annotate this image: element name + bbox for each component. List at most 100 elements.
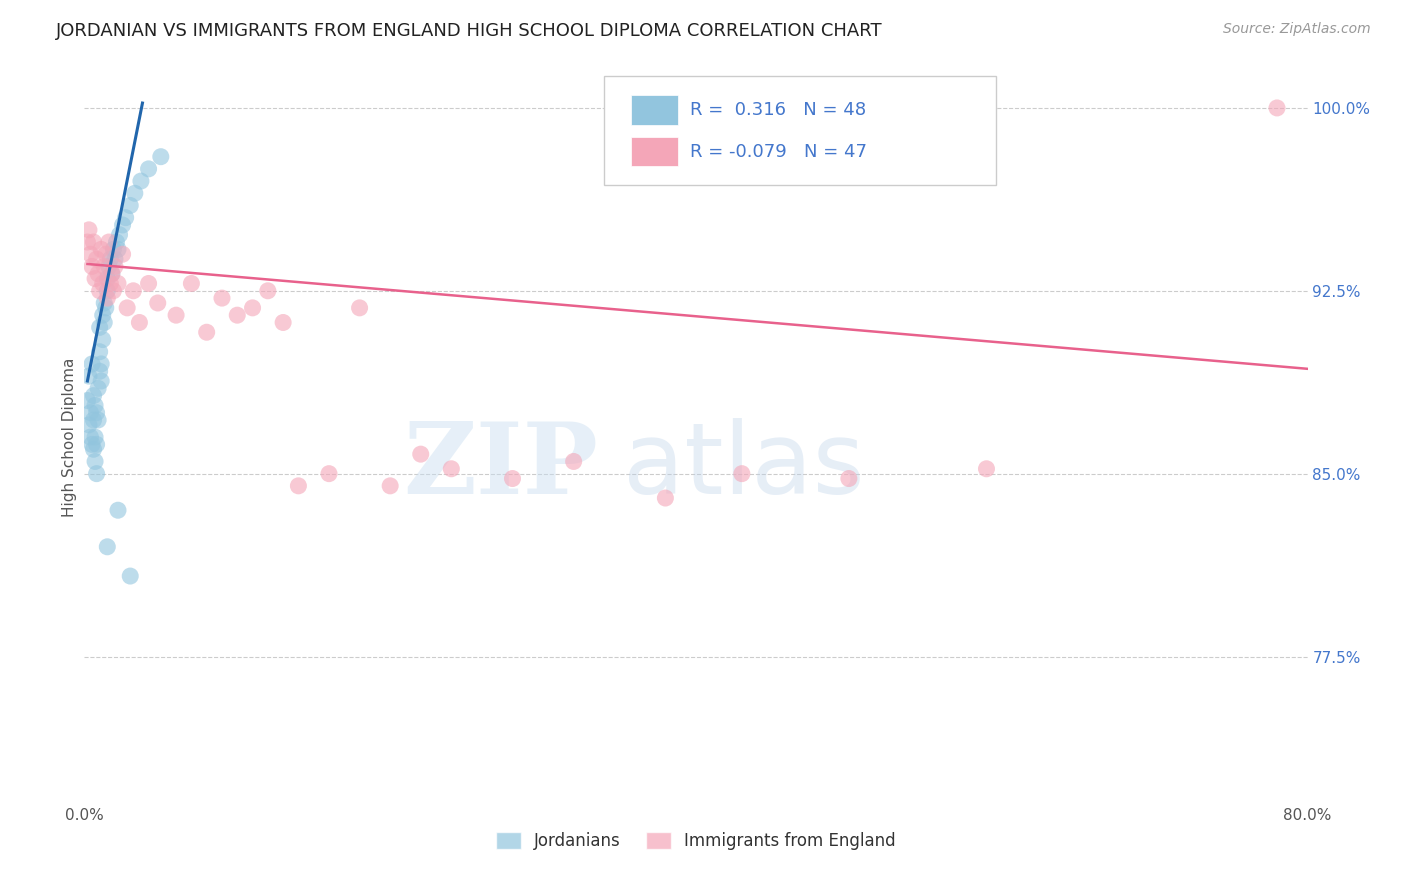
Point bbox=[287, 479, 309, 493]
Point bbox=[440, 462, 463, 476]
Point bbox=[94, 301, 117, 315]
Text: JORDANIAN VS IMMIGRANTS FROM ENGLAND HIGH SCHOOL DIPLOMA CORRELATION CHART: JORDANIAN VS IMMIGRANTS FROM ENGLAND HIG… bbox=[56, 22, 883, 40]
Point bbox=[122, 284, 145, 298]
Point bbox=[976, 462, 998, 476]
Point bbox=[211, 291, 233, 305]
Point bbox=[654, 491, 676, 505]
Point bbox=[84, 271, 107, 285]
Point bbox=[731, 467, 754, 481]
Point bbox=[83, 442, 105, 457]
Point bbox=[80, 437, 103, 451]
Point bbox=[87, 413, 110, 427]
Point bbox=[89, 284, 111, 298]
Point bbox=[93, 316, 115, 330]
Point bbox=[90, 357, 112, 371]
Point bbox=[226, 308, 249, 322]
Point bbox=[86, 252, 108, 266]
Point bbox=[115, 301, 138, 315]
Point bbox=[86, 467, 108, 481]
Point bbox=[79, 406, 101, 420]
Point bbox=[84, 398, 107, 412]
Point bbox=[89, 364, 111, 378]
Point bbox=[76, 235, 98, 249]
Point bbox=[79, 430, 101, 444]
Point bbox=[104, 260, 127, 274]
Point bbox=[77, 417, 100, 432]
Point bbox=[111, 218, 134, 232]
Point bbox=[108, 227, 131, 242]
Point bbox=[94, 247, 117, 261]
Point bbox=[98, 277, 121, 291]
Point bbox=[83, 389, 105, 403]
Point bbox=[128, 316, 150, 330]
Point bbox=[104, 252, 127, 266]
Point bbox=[96, 271, 118, 285]
Text: atlas: atlas bbox=[623, 417, 865, 515]
Point bbox=[1265, 101, 1288, 115]
Text: R = -0.079   N = 47: R = -0.079 N = 47 bbox=[690, 143, 868, 161]
Point bbox=[91, 333, 114, 347]
Point bbox=[111, 247, 134, 261]
Point bbox=[107, 503, 129, 517]
Point bbox=[83, 235, 105, 249]
Point bbox=[562, 454, 585, 468]
Point bbox=[98, 252, 121, 266]
Point bbox=[129, 174, 152, 188]
Point bbox=[257, 284, 280, 298]
Text: R =  0.316   N = 48: R = 0.316 N = 48 bbox=[690, 101, 866, 120]
Point bbox=[120, 198, 142, 212]
Point bbox=[96, 291, 118, 305]
Point bbox=[93, 260, 115, 274]
Point bbox=[84, 454, 107, 468]
Point bbox=[409, 447, 432, 461]
Point bbox=[138, 161, 160, 176]
Point bbox=[271, 316, 294, 330]
Point bbox=[502, 471, 524, 485]
Legend: Jordanians, Immigrants from England: Jordanians, Immigrants from England bbox=[489, 825, 903, 856]
Point bbox=[103, 284, 125, 298]
Point bbox=[101, 267, 124, 281]
Point bbox=[90, 374, 112, 388]
Text: Source: ZipAtlas.com: Source: ZipAtlas.com bbox=[1223, 22, 1371, 37]
Point bbox=[103, 243, 125, 257]
Point bbox=[89, 320, 111, 334]
Point bbox=[83, 413, 105, 427]
Text: ZIP: ZIP bbox=[404, 417, 598, 515]
Point bbox=[80, 260, 103, 274]
Point bbox=[838, 471, 860, 485]
Point bbox=[84, 430, 107, 444]
Point bbox=[86, 406, 108, 420]
Point bbox=[77, 369, 100, 384]
Point bbox=[87, 267, 110, 281]
Point bbox=[86, 437, 108, 451]
Y-axis label: High School Diploma: High School Diploma bbox=[62, 358, 77, 516]
Point bbox=[114, 211, 136, 225]
Point bbox=[195, 325, 218, 339]
Point bbox=[349, 301, 371, 315]
Point bbox=[77, 223, 100, 237]
FancyBboxPatch shape bbox=[631, 137, 678, 167]
Point bbox=[242, 301, 264, 315]
Point bbox=[165, 308, 187, 322]
Point bbox=[138, 277, 160, 291]
Point bbox=[87, 381, 110, 395]
Point bbox=[91, 277, 114, 291]
Point bbox=[76, 393, 98, 408]
Point bbox=[93, 296, 115, 310]
FancyBboxPatch shape bbox=[605, 77, 995, 185]
Point bbox=[97, 235, 120, 249]
Point bbox=[105, 235, 128, 249]
Point bbox=[79, 247, 101, 261]
Point bbox=[124, 186, 146, 201]
Point bbox=[107, 243, 129, 257]
Point bbox=[120, 569, 142, 583]
Point bbox=[101, 267, 124, 281]
Point bbox=[318, 467, 340, 481]
FancyBboxPatch shape bbox=[631, 95, 678, 125]
Point bbox=[96, 284, 118, 298]
Point bbox=[91, 308, 114, 322]
Point bbox=[80, 357, 103, 371]
Point bbox=[90, 243, 112, 257]
Point bbox=[97, 260, 120, 274]
Point bbox=[96, 540, 118, 554]
